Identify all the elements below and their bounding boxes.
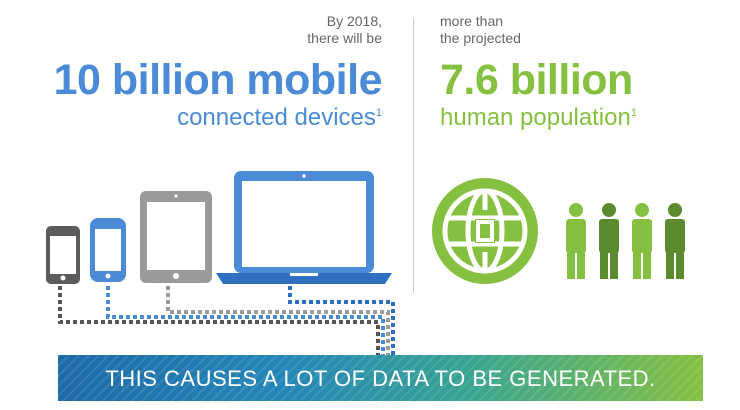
connector-phone: [58, 286, 380, 356]
smartphone-icon: [90, 218, 126, 282]
connector-lines: [58, 286, 395, 356]
population-intro: more than the projected: [440, 13, 521, 47]
banner-text: THIS CAUSES A LOT OF DATA TO BE GENERATE…: [105, 366, 656, 391]
population-footnote: 1: [630, 107, 637, 119]
devices-intro: By 2018, there will be: [307, 13, 382, 47]
laptop-icon: [216, 171, 392, 284]
phone-icon: [46, 226, 80, 284]
devices-intro-line1: By 2018,: [326, 13, 382, 29]
devices-subhead-text: connected devices: [177, 104, 376, 131]
connector-smartphone: [106, 286, 385, 356]
devices-subhead: connected devices1: [177, 104, 382, 132]
devices-footnote: 1: [375, 107, 382, 119]
people-icon: [566, 203, 685, 279]
population-subhead-text: human population: [440, 104, 631, 131]
devices-intro-line2: there will be: [307, 30, 382, 46]
population-intro-line2: the projected: [440, 30, 521, 46]
tablet-icon: [140, 191, 212, 283]
population-headline: 7.6 billion: [440, 56, 633, 104]
globe-icon: [432, 178, 538, 284]
connector-laptop: [288, 286, 395, 356]
divider: [413, 18, 414, 293]
devices-headline: 10 billion mobile: [53, 56, 383, 104]
connector-tablet: [166, 286, 390, 356]
population-subhead: human population1: [440, 104, 637, 132]
data-banner: THIS CAUSES A LOT OF DATA TO BE GENERATE…: [58, 355, 703, 401]
population-intro-line1: more than: [440, 13, 504, 29]
